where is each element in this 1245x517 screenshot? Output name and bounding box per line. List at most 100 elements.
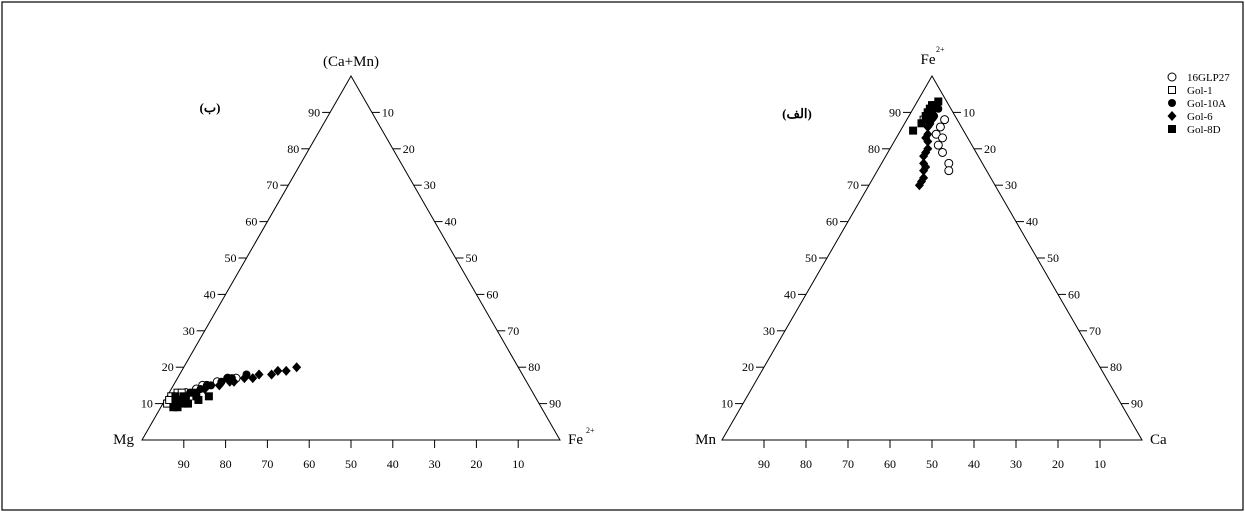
legend-marker — [1168, 125, 1176, 133]
left-edge-tick-label: 60 — [245, 215, 257, 229]
data-point — [254, 369, 264, 380]
right-edge-tick-label: 70 — [1089, 324, 1101, 338]
right-edge-tick-label: 30 — [424, 178, 436, 192]
bottom-edge-tick-label: 30 — [1010, 457, 1022, 471]
right-edge-tick-label: 90 — [549, 397, 561, 411]
data-point — [179, 392, 188, 401]
legend-item: Gol-8D — [1168, 124, 1221, 136]
left-edge-tick-label: 10 — [721, 397, 733, 411]
data-point — [938, 133, 947, 143]
data-point — [925, 118, 935, 129]
data-point — [921, 162, 931, 172]
bottom-edge-tick-label: 70 — [842, 457, 854, 471]
right-edge-tick-label: 20 — [403, 142, 415, 156]
right-edge-tick-label: 90 — [1131, 397, 1143, 411]
right-edge-tick-label: 80 — [528, 360, 540, 374]
apex-left-label: Mg — [113, 432, 134, 448]
left-edge-tick-label: 50 — [805, 251, 817, 265]
data-point — [923, 108, 932, 117]
bottom-edge-tick-label: 60 — [884, 457, 896, 471]
data-point — [944, 166, 954, 176]
legend-marker — [1167, 111, 1177, 121]
left-edge-tick-label: 30 — [763, 324, 775, 338]
right-edge-tick-label: 70 — [507, 324, 519, 338]
right-edge-tick-label: 60 — [486, 287, 498, 301]
left-edge-tick-label: 50 — [225, 251, 237, 265]
left-edge-tick-label: 20 — [162, 360, 174, 374]
right-edge-tick-label: 40 — [1026, 215, 1038, 229]
legend-label: Gol-10A — [1187, 98, 1226, 110]
left-edge-tick-label: 30 — [183, 324, 195, 338]
legend-marker — [1168, 99, 1176, 107]
data-point — [933, 140, 943, 150]
data-point — [248, 373, 258, 384]
legend-label: Gol-6 — [1187, 111, 1213, 123]
data-point — [281, 365, 291, 376]
right-edge-tick-label: 10 — [382, 105, 394, 119]
legend-marker — [1167, 72, 1177, 82]
bottom-edge-tick-label: 30 — [429, 457, 441, 471]
data-point — [169, 403, 178, 412]
legend-item: 16GLP27 — [1167, 72, 1230, 84]
left-edge-tick-label: 80 — [287, 142, 299, 156]
apex-left-label: Mn — [695, 432, 716, 448]
bottom-edge-tick-label: 50 — [345, 457, 357, 471]
apex-right-label: Fe — [568, 432, 583, 448]
bottom-edge-tick-label: 80 — [220, 457, 232, 471]
right-edge-tick-label: 10 — [963, 105, 975, 119]
left-edge-tick-label: 90 — [308, 105, 320, 119]
bottom-edge-tick-label: 70 — [261, 457, 273, 471]
bottom-edge-tick-label: 40 — [387, 457, 399, 471]
right-edge-tick-label: 50 — [1047, 251, 1059, 265]
data-point — [909, 126, 918, 135]
bottom-edge-tick-label: 60 — [303, 457, 315, 471]
data-point — [940, 115, 950, 125]
legend-item: Gol-1 — [1168, 85, 1213, 97]
series-16GLP27 — [931, 115, 954, 176]
legend-item: Gol-10A — [1168, 98, 1226, 110]
legend-label: 16GLP27 — [1187, 72, 1230, 84]
ternary-panel-mn-fe-ca: 10 20 30 40 50 60 70 80 90 10 20 30 40 50 60 70 80 90 10 20… — [695, 45, 1167, 471]
bottom-edge-tick-label: 20 — [1052, 457, 1064, 471]
data-point — [214, 380, 224, 391]
series-Gol-6 — [200, 362, 302, 395]
bottom-edge-tick-label: 10 — [1094, 457, 1106, 471]
data-point — [917, 119, 926, 128]
series-Gol-8D — [909, 97, 943, 135]
left-edge-tick-label: 90 — [889, 105, 901, 119]
data-point — [190, 388, 199, 397]
data-point — [938, 147, 947, 157]
apex-top-superscript: 2+ — [936, 45, 945, 54]
data-point — [171, 392, 180, 401]
panel-label: (ب) — [200, 100, 221, 115]
data-point — [921, 147, 931, 158]
right-edge-tick-label: 20 — [984, 142, 996, 156]
left-edge-tick-label: 40 — [784, 287, 796, 301]
left-edge-tick-label: 20 — [742, 360, 754, 374]
ternary-panel-mg-camn-fe: 10 20 30 40 50 60 70 80 90 10 20 30 40 50 60 70 80 90 10 20… — [113, 54, 595, 471]
bottom-edge-tick-label: 50 — [926, 457, 938, 471]
left-edge-tick-label: 60 — [826, 215, 838, 229]
right-edge-tick-label: 50 — [466, 251, 478, 265]
series-Gol-8D — [169, 388, 213, 412]
apex-top-label: (Ca+Mn) — [323, 54, 379, 70]
data-point — [229, 376, 239, 387]
right-edge-tick-label: 30 — [1005, 178, 1017, 192]
bottom-edge-tick-label: 20 — [470, 457, 482, 471]
data-point — [173, 403, 182, 412]
apex-top-label: Fe — [921, 52, 936, 68]
data-point — [267, 369, 277, 380]
apex-right-superscript: 2+ — [586, 426, 595, 435]
apex-right-label: Ca — [1150, 432, 1167, 448]
bottom-edge-tick-label: 90 — [178, 457, 190, 471]
legend-marker — [1168, 86, 1176, 94]
data-point — [200, 384, 210, 395]
data-point — [273, 365, 283, 376]
legend-item: Gol-6 — [1167, 111, 1213, 123]
legend-label: Gol-8D — [1187, 124, 1221, 136]
data-point — [928, 101, 936, 110]
